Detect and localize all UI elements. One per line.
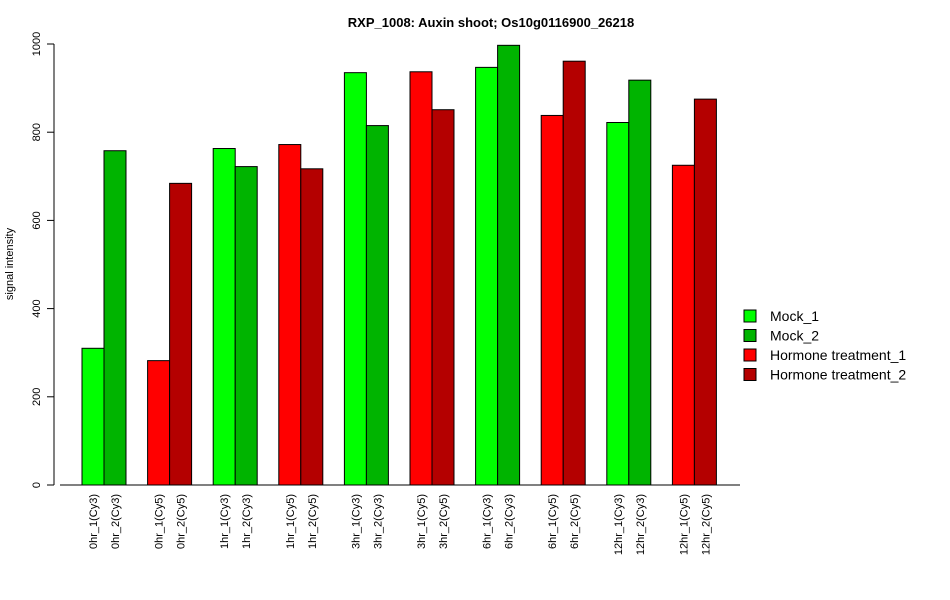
y-tick-label: 800	[31, 123, 43, 141]
x-tick-label: 0hr_2(Cy5)	[176, 494, 188, 549]
bar	[431, 109, 455, 486]
legend-label: Mock_2	[770, 328, 819, 344]
chart-title: RXP_1008: Auxin shoot; Os10g0116900_2621…	[348, 15, 634, 30]
bar	[562, 60, 586, 486]
bar	[475, 66, 499, 486]
bar	[606, 121, 630, 486]
x-tick-label: 0hr_1(Cy5)	[154, 494, 166, 549]
x-tick-label: 6hr_1(Cy3)	[482, 494, 494, 549]
legend-swatch	[743, 309, 757, 323]
x-tick-label: 0hr_1(Cy3)	[88, 494, 100, 549]
x-tick-labels: 0hr_1(Cy3) 0hr_2(Cy3) 0hr_1(Cy5) 0hr_2(Cy5)…	[88, 494, 712, 555]
bar	[278, 144, 302, 486]
bar	[81, 347, 105, 486]
y-tick-label: 0	[31, 482, 43, 488]
x-tick-label: 12hr_2(Cy3)	[635, 494, 647, 555]
x-tick-label: 1hr_2(Cy5)	[307, 494, 319, 549]
legend-swatch	[743, 348, 757, 362]
bar	[671, 164, 695, 486]
x-tick-label: 3hr_2(Cy3)	[372, 494, 384, 549]
x-tick-label: 12hr_2(Cy5)	[700, 494, 712, 555]
x-tick-label: 6hr_1(Cy5)	[547, 494, 559, 549]
bar	[234, 166, 258, 486]
x-tick-label: 0hr_2(Cy3)	[110, 494, 122, 549]
legend-label: Mock_1	[770, 308, 819, 324]
x-tick-label: 6hr_2(Cy3)	[504, 494, 516, 549]
legend-swatch	[743, 368, 757, 381]
x-tick-label: 3hr_2(Cy5)	[438, 494, 450, 549]
x-tick-label: 1hr_1(Cy5)	[285, 494, 297, 549]
legend: Mock_1 Mock_2 Hormone treatment_1 Hormone t…	[743, 308, 906, 383]
bar	[540, 114, 564, 486]
x-tick-label: 3hr_1(Cy5)	[416, 494, 428, 549]
x-tick-label: 6hr_2(Cy5)	[569, 494, 581, 549]
bars-group	[81, 44, 717, 486]
x-tick-label: 12hr_1(Cy5)	[678, 494, 690, 555]
y-axis-label: signal intensity	[4, 227, 16, 300]
y-tick-label: 200	[31, 388, 43, 406]
bar	[693, 98, 717, 486]
y-tick-label: 600	[31, 211, 43, 229]
bar	[212, 148, 236, 486]
bar	[147, 360, 171, 486]
y-tick-label: 400	[31, 299, 43, 317]
bar	[497, 44, 521, 486]
bar	[628, 79, 652, 486]
x-tick-label: 1hr_1(Cy3)	[219, 494, 231, 549]
x-tick-label: 12hr_1(Cy3)	[613, 494, 625, 555]
legend-swatch	[743, 329, 757, 342]
bar	[343, 72, 367, 486]
y-tick-label: 1000	[31, 32, 43, 56]
y-axis: 0 200 400 600 800 1000	[31, 32, 55, 488]
x-tick-label: 3hr_1(Cy3)	[350, 494, 362, 549]
bar	[365, 125, 389, 486]
bar	[300, 168, 324, 486]
bar	[169, 182, 193, 486]
legend-label: Hormone treatment_1	[770, 347, 906, 363]
x-tick-label: 1hr_2(Cy3)	[241, 494, 253, 549]
bar	[409, 71, 433, 486]
legend-label: Hormone treatment_2	[770, 367, 906, 383]
bar	[103, 150, 127, 486]
